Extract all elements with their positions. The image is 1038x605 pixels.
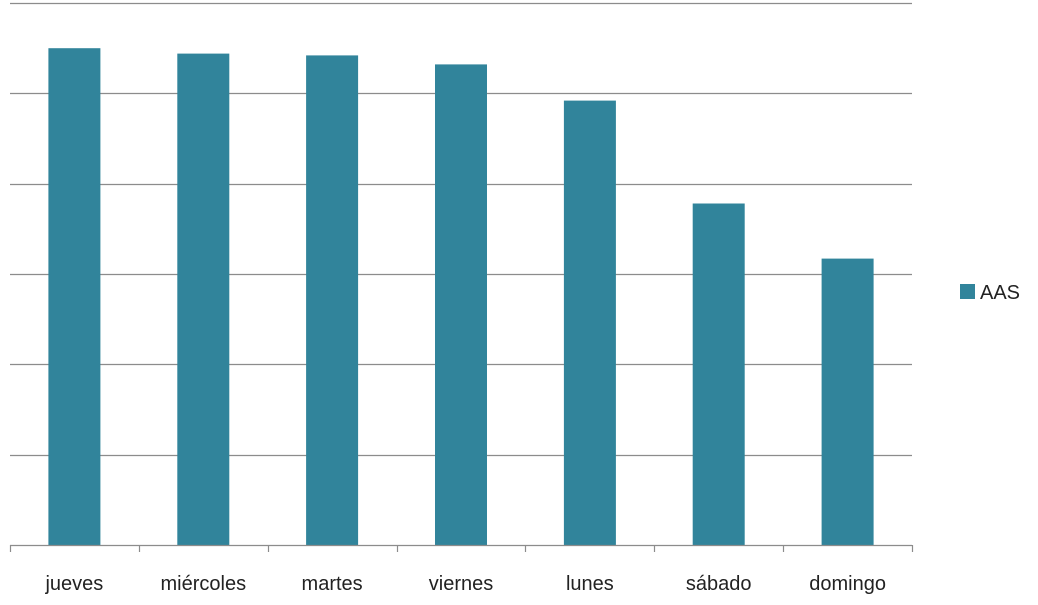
x-tick-label-sábado: sábado: [686, 573, 752, 595]
bar-lunes: [563, 100, 616, 545]
legend-swatch: [960, 284, 975, 299]
bar-sábado: [692, 203, 745, 545]
x-tick-label-domingo: domingo: [809, 573, 886, 595]
x-axis: [9, 544, 914, 552]
legend: AAS: [960, 282, 1020, 304]
x-tick-label-viernes: viernes: [429, 573, 493, 595]
bar-martes: [306, 55, 359, 546]
bar-domingo: [821, 258, 874, 545]
bar-miércoles: [177, 53, 230, 545]
x-tick-labels: jueves miércoles martes viernes lunes sábado d…: [44, 573, 885, 595]
x-tick-label-martes: martes: [302, 573, 363, 595]
x-tick-label-jueves: jueves: [44, 573, 103, 595]
x-tick-label-miércoles: miércoles: [161, 573, 247, 595]
bar-viernes: [435, 64, 487, 546]
bars: [48, 48, 874, 546]
x-tick-label-lunes: lunes: [566, 573, 614, 595]
bar-jueves: [48, 48, 101, 545]
legend-label-aas: AAS: [980, 282, 1020, 304]
